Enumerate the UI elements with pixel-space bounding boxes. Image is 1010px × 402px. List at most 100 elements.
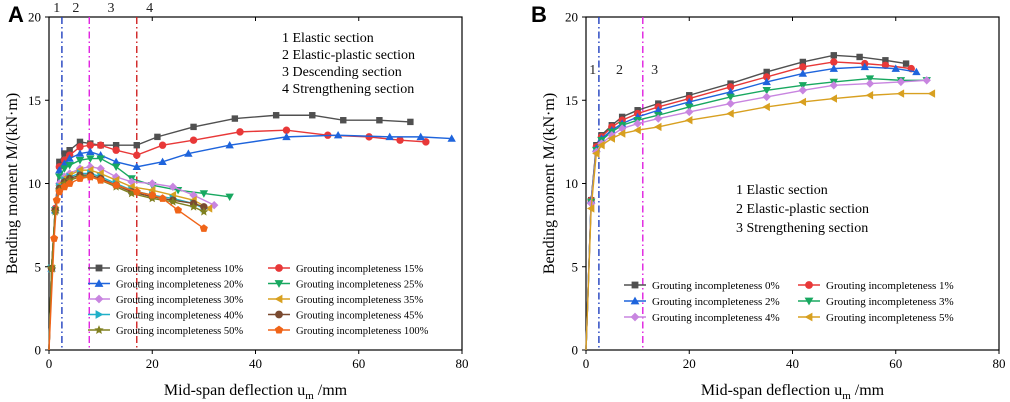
panel-a-data-point: [50, 207, 60, 216]
panel-a-data-point: [60, 165, 69, 173]
panel-a-data-point: [385, 132, 394, 141]
panel-a-data-point: [168, 182, 178, 192]
panel-b-legend-marker: [804, 312, 813, 322]
panel-a-region-label: 4: [146, 1, 153, 16]
panel-a-data-point: [376, 117, 383, 124]
panel-a-legend-label: Grouting incompleteness 50%: [116, 326, 243, 337]
panel-b-data-point: [617, 129, 626, 138]
panel-b-legend-label: Grouting incompleteness 3%: [826, 296, 954, 308]
panel-a-data-point: [76, 138, 84, 146]
panel-a-data-point: [199, 190, 209, 198]
panel-a-data-point: [55, 187, 64, 196]
panel-b-data-point: [654, 122, 662, 132]
panel-a-data-point: [231, 115, 239, 122]
panel-a-annotation: 4 Strengthening section: [282, 82, 414, 97]
panel-b-data-point: [829, 94, 837, 103]
panel-a-legend-marker: [95, 310, 104, 319]
panel-a-data-point: [225, 193, 234, 202]
panel-a-data-point: [111, 163, 121, 172]
panel-b-data-point: [654, 114, 663, 123]
panel-a-data-point: [309, 112, 316, 119]
panel-b-legend-marker: [631, 281, 639, 289]
panel-b-data-point: [891, 64, 900, 72]
panel-b-series-line: [585, 61, 912, 351]
panel-a-data-point: [272, 112, 280, 119]
panel-b-legend-label: Grouting incompleteness 0%: [652, 280, 780, 292]
panel-b-legend-marker: [630, 312, 640, 322]
panel-a-data-point: [333, 131, 343, 139]
panel-b-x-axis-title-unit: /mm: [851, 382, 885, 399]
panel-a-data-point: [447, 134, 456, 142]
panel-a-data-point: [112, 146, 120, 154]
panel-b-data-point: [830, 58, 838, 66]
panel-a-legend-label: Grouting incompleteness 100%: [296, 326, 429, 337]
panel-b-data-point: [881, 61, 890, 69]
panel-b-data-point: [726, 109, 734, 118]
panel-a-legend-marker: [274, 325, 284, 334]
panel-a-data-point: [168, 197, 178, 206]
panel-b-data-point: [799, 63, 807, 71]
panel-a-data-point: [189, 202, 199, 211]
panel-b-data-point: [762, 92, 771, 102]
panel-b-data-point: [633, 126, 641, 135]
panel-a-data-point: [199, 207, 209, 216]
panel-a-data-point: [65, 179, 74, 187]
panel-b-legend-label: Grouting incompleteness 2%: [652, 296, 780, 308]
panel-b-data-point: [654, 106, 663, 114]
panel-b-data-point: [882, 57, 889, 64]
panel-b-x-tick-label: 40: [786, 356, 799, 371]
panel-a-data-point: [86, 147, 95, 156]
panel-a-data-point: [236, 128, 244, 136]
panel-b-data-point: [865, 91, 874, 100]
panel-a-region-label: 2: [72, 1, 79, 16]
panel-b-data-point: [927, 89, 936, 98]
panel-b-region-label: 1: [589, 63, 596, 78]
panel-a-x-tick-label: 0: [46, 356, 53, 371]
panel-a-y-tick-label: 15: [28, 93, 41, 108]
panel-a-data-point: [132, 162, 141, 171]
panel-a-legend-marker: [274, 280, 284, 288]
panel-b-data-point: [829, 81, 838, 90]
panel-a-data-point: [127, 188, 137, 198]
panel-a-x-axis-title-unit: /mm: [314, 382, 348, 399]
panel-b-region-label: 3: [651, 63, 658, 78]
panel-b-annotation: 1 Elastic section: [736, 183, 828, 198]
panel-a-legend-label: Grouting incompleteness 30%: [116, 295, 243, 306]
panel-a-data-point: [190, 123, 197, 131]
panel-b-x-axis-title-main: Mid-span deflection u: [701, 382, 842, 399]
panel-a-legend-label: Grouting incompleteness 45%: [296, 311, 423, 322]
panel-b-x-tick-label: 20: [683, 356, 696, 371]
panel-a-legend-label: Grouting incompleteness 15%: [296, 264, 423, 275]
panel-a-data-point: [148, 179, 157, 188]
panel-b-data-point: [762, 77, 771, 86]
panel-b-data-point: [865, 75, 875, 83]
panel-a-data-point: [407, 118, 414, 126]
panel-b-data-point: [592, 149, 600, 158]
panel-b-data-point: [586, 204, 595, 213]
panel-a-data-point: [199, 224, 208, 232]
panel-b-data-point: [685, 97, 694, 106]
panel-b-y-tick-label: 20: [565, 10, 578, 25]
panel-b-legend-label: Grouting incompleteness 5%: [826, 312, 954, 324]
panel-a-data-point: [282, 132, 291, 141]
panel-b-data-point: [902, 60, 910, 67]
panel-b-annotation: 2 Elastic-plastic section: [736, 202, 869, 217]
panel-a-legend-marker: [274, 294, 283, 304]
panel-b-data-point: [922, 76, 931, 85]
panel-a-data-point: [132, 187, 141, 196]
panel-a-chart: A 0 20 40 60 80 0 5 10 15 20 Mid-span deflection u…: [4, 1, 469, 402]
panel-a-data-point: [75, 156, 85, 165]
panel-b-y-tick-label: 5: [572, 259, 579, 274]
panel-a-data-point: [111, 172, 121, 182]
panel-a-annotation: 2 Elastic-plastic section: [282, 48, 415, 63]
panel-b-data-point: [798, 82, 808, 90]
panel-a-data-point: [65, 154, 74, 162]
panel-b-legend-marker: [804, 297, 814, 306]
panel-a-legend-marker: [94, 279, 104, 287]
panel-a-x-tick-label: 80: [456, 356, 469, 371]
panel-b-region-label: 2: [616, 63, 623, 78]
panel-a-legend-marker: [94, 325, 104, 334]
panel-a-data-point: [189, 136, 198, 144]
panel-a-legend-marker: [94, 294, 104, 304]
panel-b-data-point: [896, 77, 906, 87]
